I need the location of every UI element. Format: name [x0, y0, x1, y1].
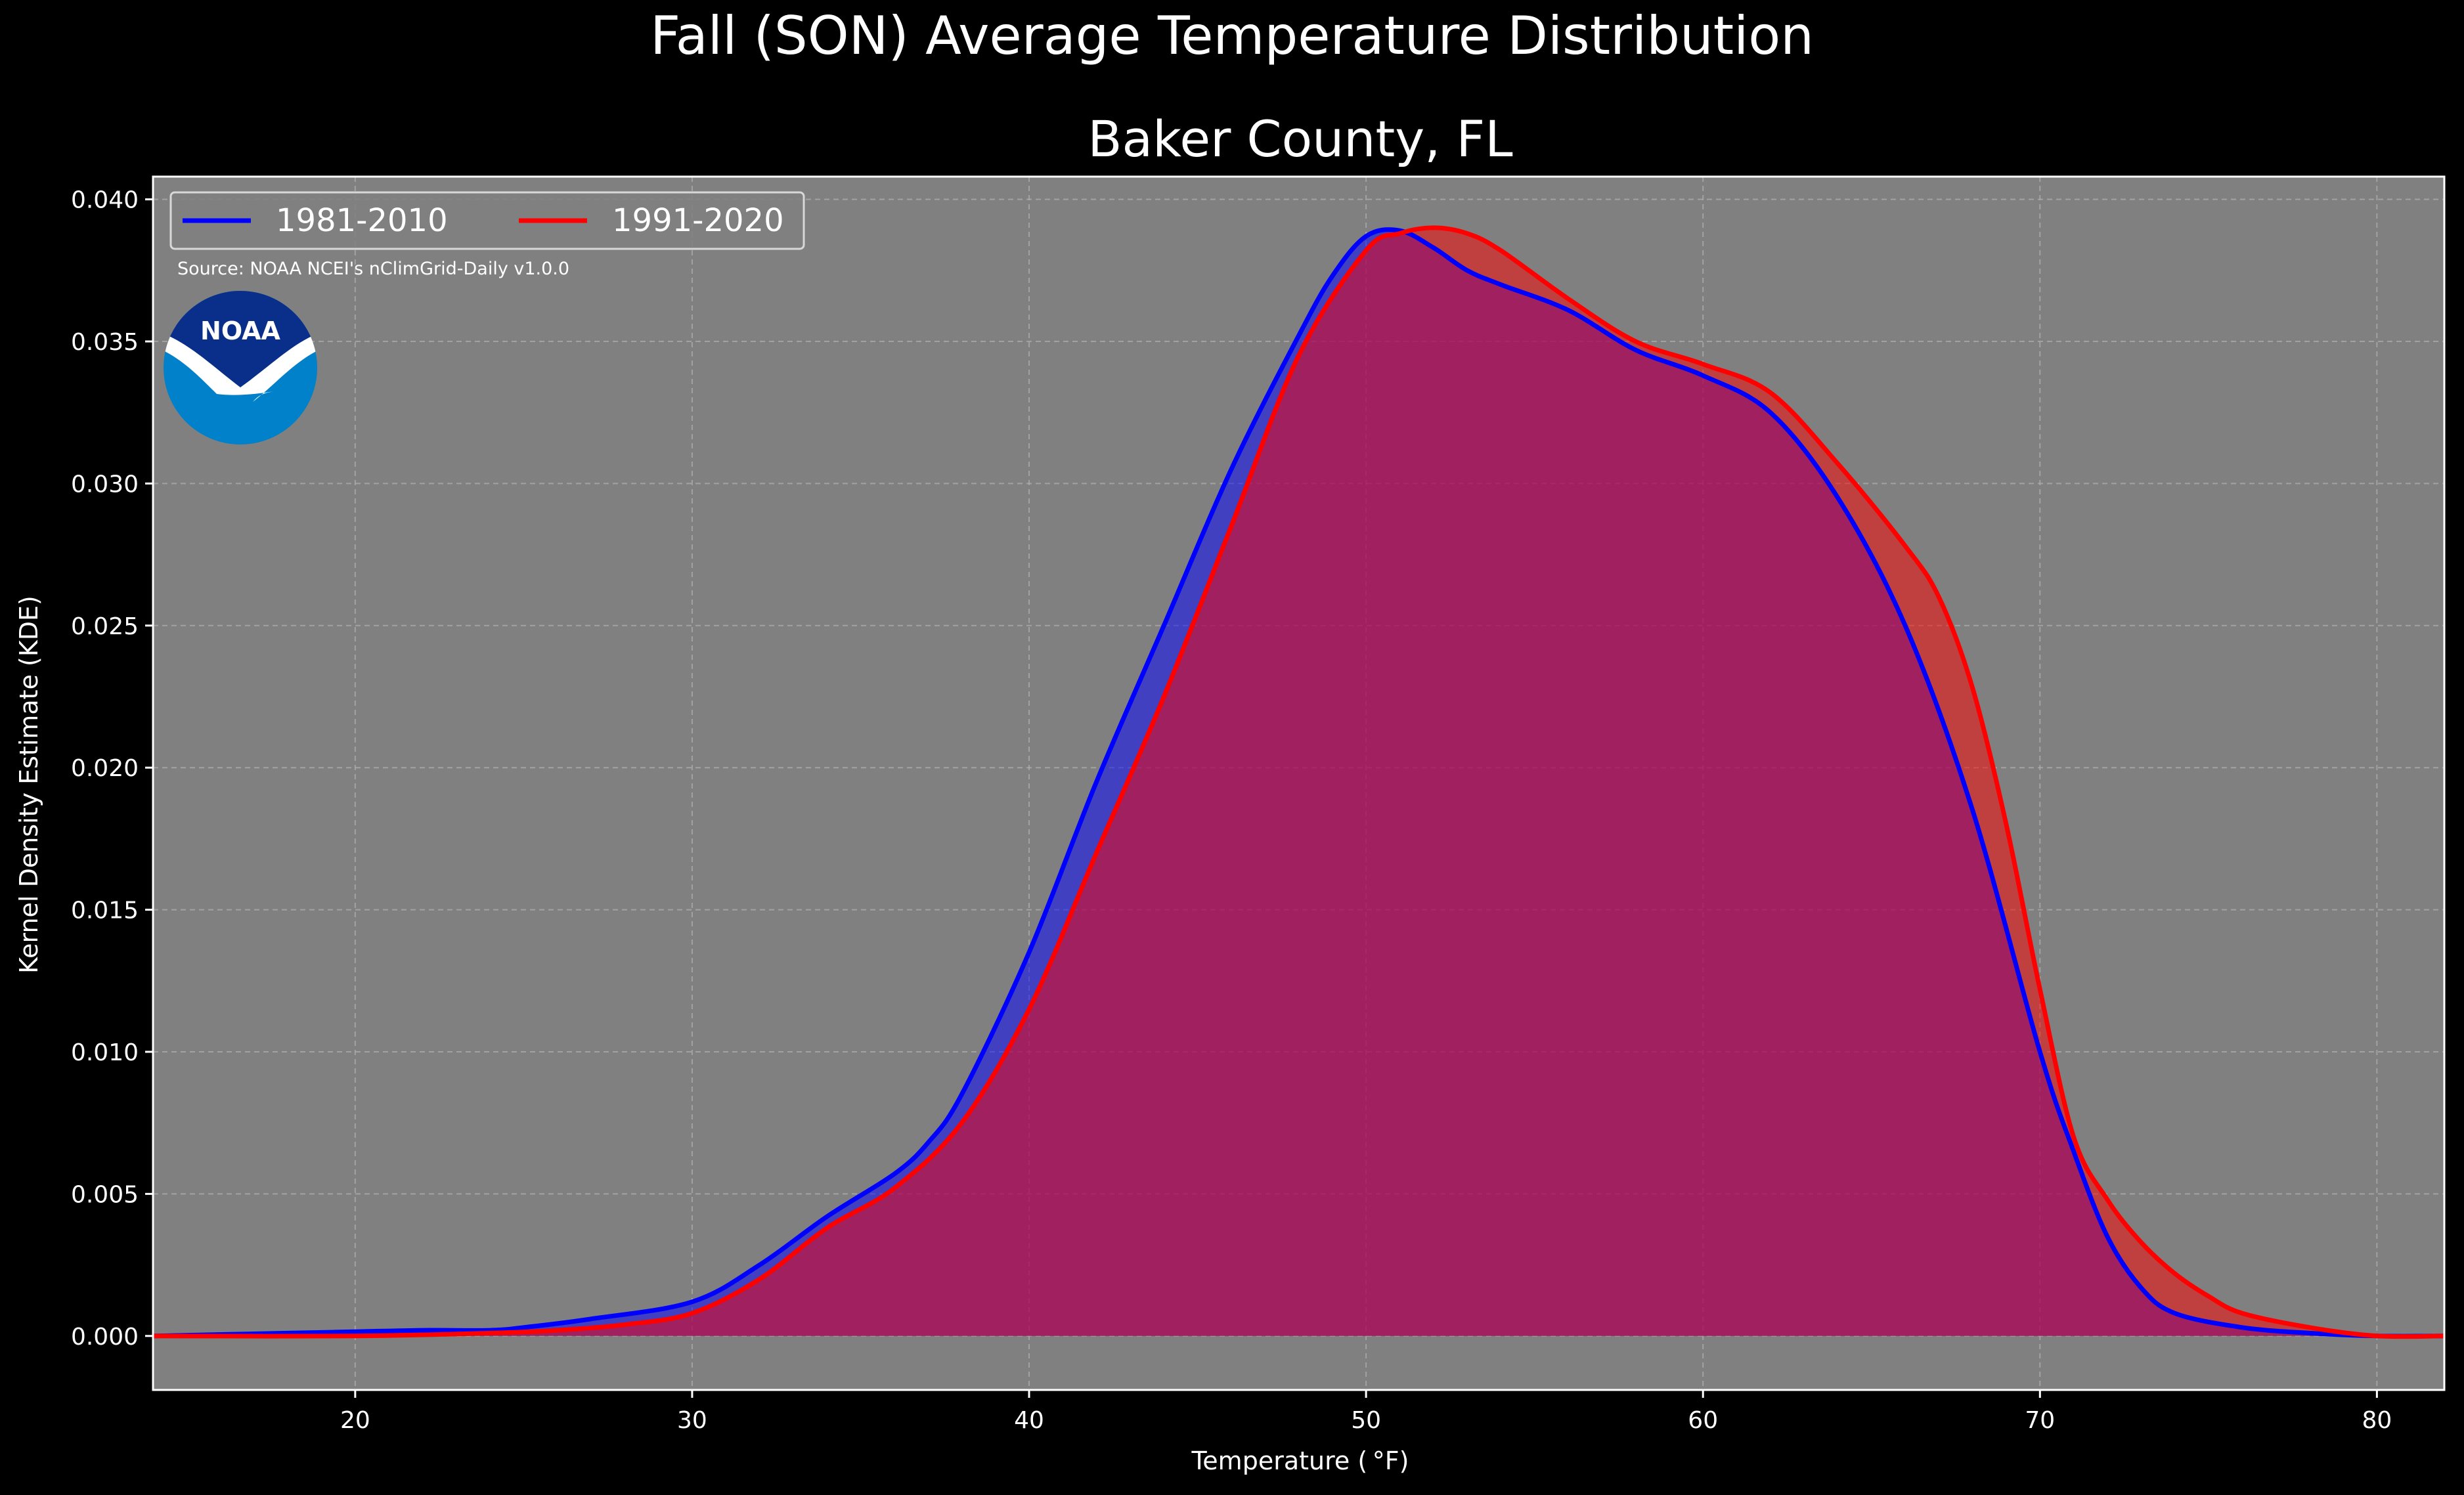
- y-tick-label: 0.000: [71, 1324, 139, 1351]
- x-tick-label: 40: [1014, 1407, 1044, 1434]
- x-tick-label: 60: [1688, 1407, 1718, 1434]
- y-tick-label: 0.020: [71, 755, 139, 782]
- y-tick-label: 0.030: [71, 471, 139, 498]
- y-tick-label: 0.035: [71, 329, 139, 356]
- x-tick-label: 30: [677, 1407, 707, 1434]
- noaa-logo: NOAA: [164, 291, 317, 444]
- chart-subtitle: Baker County, FL: [1088, 110, 1512, 168]
- y-tick-label: 0.015: [71, 898, 139, 924]
- legend: 1981-2010 1991-2020: [169, 191, 805, 250]
- x-tick-label: 50: [1351, 1407, 1381, 1434]
- axis-ticks: 20 30 40 50 60 70 80 0.000 0.005 0.010 0.015 0.020 0…: [71, 187, 2392, 1434]
- x-tick-label: 20: [340, 1407, 370, 1434]
- y-tick-label: 0.005: [71, 1181, 139, 1208]
- series-layer: [152, 225, 2445, 1339]
- source-note: Source: NOAA NCEI's nClimGrid-Daily v1.0…: [177, 259, 569, 279]
- kde-line-1981-2010: [152, 227, 2445, 1339]
- legend-box: [169, 191, 805, 250]
- x-axis-label: Temperature ( °F): [1191, 1446, 1409, 1475]
- chart-title: Fall (SON) Average Temperature Distribut…: [650, 5, 1814, 66]
- kde-line-1991-2020: [152, 225, 2445, 1339]
- y-tick-label: 0.010: [71, 1039, 139, 1066]
- x-tick-label: 70: [2025, 1407, 2055, 1434]
- y-axis-label: Kernel Density Estimate (KDE): [14, 596, 43, 974]
- legend-label-1981-2010: 1981-2010: [276, 202, 448, 239]
- y-tick-label: 0.025: [71, 613, 139, 640]
- noaa-logo-gull: [164, 332, 317, 402]
- x-tick-label: 80: [2362, 1407, 2392, 1434]
- legend-label-1991-2020: 1991-2020: [612, 202, 784, 239]
- noaa-logo-text: NOAA: [200, 316, 280, 345]
- noaa-logo-upper: [164, 291, 317, 387]
- plot-frame: [152, 175, 2446, 1391]
- y-tick-label: 0.040: [71, 187, 139, 214]
